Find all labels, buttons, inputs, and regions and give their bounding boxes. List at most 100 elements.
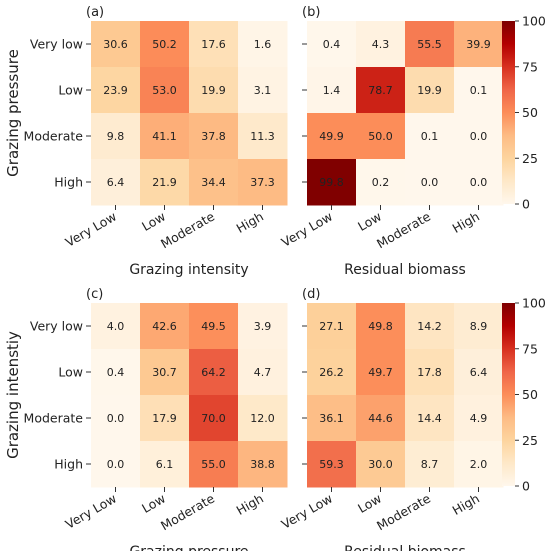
cell-value-label: 17.8 xyxy=(417,366,442,379)
cell-value-label: 30.0 xyxy=(368,458,393,471)
cell-value-label: 38.8 xyxy=(250,458,275,471)
y-tick-label: Moderate xyxy=(24,411,84,426)
cell-value-label: 0.0 xyxy=(107,458,125,471)
x-tick-label: Very Low xyxy=(63,491,119,532)
heatmap-cell xyxy=(91,395,141,442)
heatmap-cell xyxy=(238,159,288,206)
cell-value-label: 78.7 xyxy=(368,84,393,97)
cell-value-label: 0.0 xyxy=(470,130,488,143)
x-axis-label: Grazing pressure xyxy=(129,544,248,551)
cell-value-label: 6.4 xyxy=(470,366,488,379)
heatmap-cell xyxy=(454,441,504,488)
heatmap-cell xyxy=(238,113,288,160)
cell-value-label: 0.4 xyxy=(323,38,341,51)
heatmap-cell xyxy=(307,67,357,114)
cell-value-label: 44.6 xyxy=(368,412,393,425)
heatmap-cell xyxy=(454,303,504,350)
heatmap-cell xyxy=(91,159,141,206)
cell-value-label: 50.0 xyxy=(368,130,393,143)
cell-value-label: 14.4 xyxy=(417,412,442,425)
heatmap-cell xyxy=(356,67,406,114)
heatmap-cell xyxy=(307,21,357,68)
heatmap-cell xyxy=(91,349,141,396)
x-axis-label: Grazing intensity xyxy=(129,262,248,278)
heatmap-cell xyxy=(189,159,239,206)
heatmap-cell xyxy=(356,303,406,350)
colorbar-tick-label: 50 xyxy=(522,387,538,402)
cell-value-label: 1.6 xyxy=(254,38,272,51)
x-tick-label: Very Low xyxy=(279,209,335,250)
heatmap-cell xyxy=(91,67,141,114)
x-tick-label: Low xyxy=(139,491,168,516)
x-tick-label: Moderate xyxy=(158,490,217,533)
cell-value-label: 21.9 xyxy=(152,176,177,189)
colorbar-gradient xyxy=(502,303,515,486)
cell-value-label: 36.1 xyxy=(319,412,344,425)
heatmap-cell xyxy=(140,113,190,160)
heatmap-cell xyxy=(454,67,504,114)
cell-value-label: 34.4 xyxy=(201,176,226,189)
cell-value-label: 8.9 xyxy=(470,320,488,333)
y-tick-label: Very low xyxy=(30,319,83,334)
heatmap-cell xyxy=(238,441,288,488)
cell-value-label: 19.9 xyxy=(417,84,442,97)
heatmap-cell xyxy=(140,159,190,206)
heatmap-cell xyxy=(405,159,455,206)
x-tick-label: High xyxy=(234,209,266,236)
cell-value-label: 26.2 xyxy=(319,366,344,379)
colorbar-tick-label: 25 xyxy=(522,433,538,448)
y-tick-label: High xyxy=(54,457,83,472)
heatmap-cell xyxy=(91,303,141,350)
panel-label: (b) xyxy=(302,5,320,20)
heatmap-cell xyxy=(189,441,239,488)
x-axis-label: Residual biomass xyxy=(344,544,466,551)
cell-value-label: 8.7 xyxy=(421,458,439,471)
heatmap-cell xyxy=(189,113,239,160)
heatmap-cell xyxy=(405,395,455,442)
y-axis-label: Grazing intenstiy xyxy=(4,331,22,459)
colorbar-tick-label: 0 xyxy=(522,197,530,212)
cell-value-label: 49.8 xyxy=(368,320,393,333)
panel-label: (c) xyxy=(86,287,103,302)
cell-value-label: 70.0 xyxy=(201,412,226,425)
cell-value-label: 49.5 xyxy=(201,320,226,333)
cell-value-label: 0.1 xyxy=(470,84,488,97)
y-tick-label: High xyxy=(54,175,83,190)
heatmap-cell xyxy=(454,159,504,206)
heatmap-cell xyxy=(356,395,406,442)
heatmap-cell xyxy=(238,303,288,350)
cell-value-label: 41.1 xyxy=(152,130,177,143)
cell-value-label: 4.7 xyxy=(254,366,272,379)
heatmap-panel-3: 27.1 49.8 14.2 8.9 26.2 49.7 17.8 6.4 36.1 44.6 14… xyxy=(279,287,504,551)
cell-value-label: 1.4 xyxy=(323,84,341,97)
cell-value-label: 42.6 xyxy=(152,320,177,333)
cell-value-label: 14.2 xyxy=(417,320,442,333)
heatmap-cell xyxy=(91,441,141,488)
colorbar-tick-label: 100 xyxy=(522,296,546,311)
cell-value-label: 12.0 xyxy=(250,412,275,425)
cell-value-label: 49.9 xyxy=(319,130,344,143)
y-tick-label: Low xyxy=(58,365,83,380)
cell-value-label: 9.8 xyxy=(107,130,125,143)
heatmap-cell xyxy=(307,159,357,206)
x-tick-label: Very Low xyxy=(63,209,119,250)
cell-value-label: 30.6 xyxy=(103,38,128,51)
heatmap-cell xyxy=(405,67,455,114)
cell-value-label: 55.5 xyxy=(417,38,442,51)
y-tick-label: Moderate xyxy=(24,129,84,144)
cell-value-label: 4.0 xyxy=(107,320,125,333)
heatmap-cell xyxy=(189,67,239,114)
heatmap-cell xyxy=(307,303,357,350)
heatmap-cell xyxy=(238,21,288,68)
cell-value-label: 3.1 xyxy=(254,84,272,97)
cell-value-label: 49.7 xyxy=(368,366,393,379)
cell-value-label: 0.0 xyxy=(107,412,125,425)
cell-value-label: 11.3 xyxy=(250,130,275,143)
heatmap-cell xyxy=(356,113,406,160)
heatmap-cell xyxy=(454,349,504,396)
heatmap-cell xyxy=(91,21,141,68)
colorbar-tick-label: 50 xyxy=(522,105,538,120)
cell-value-label: 4.3 xyxy=(372,38,390,51)
cell-value-label: 0.0 xyxy=(470,176,488,189)
